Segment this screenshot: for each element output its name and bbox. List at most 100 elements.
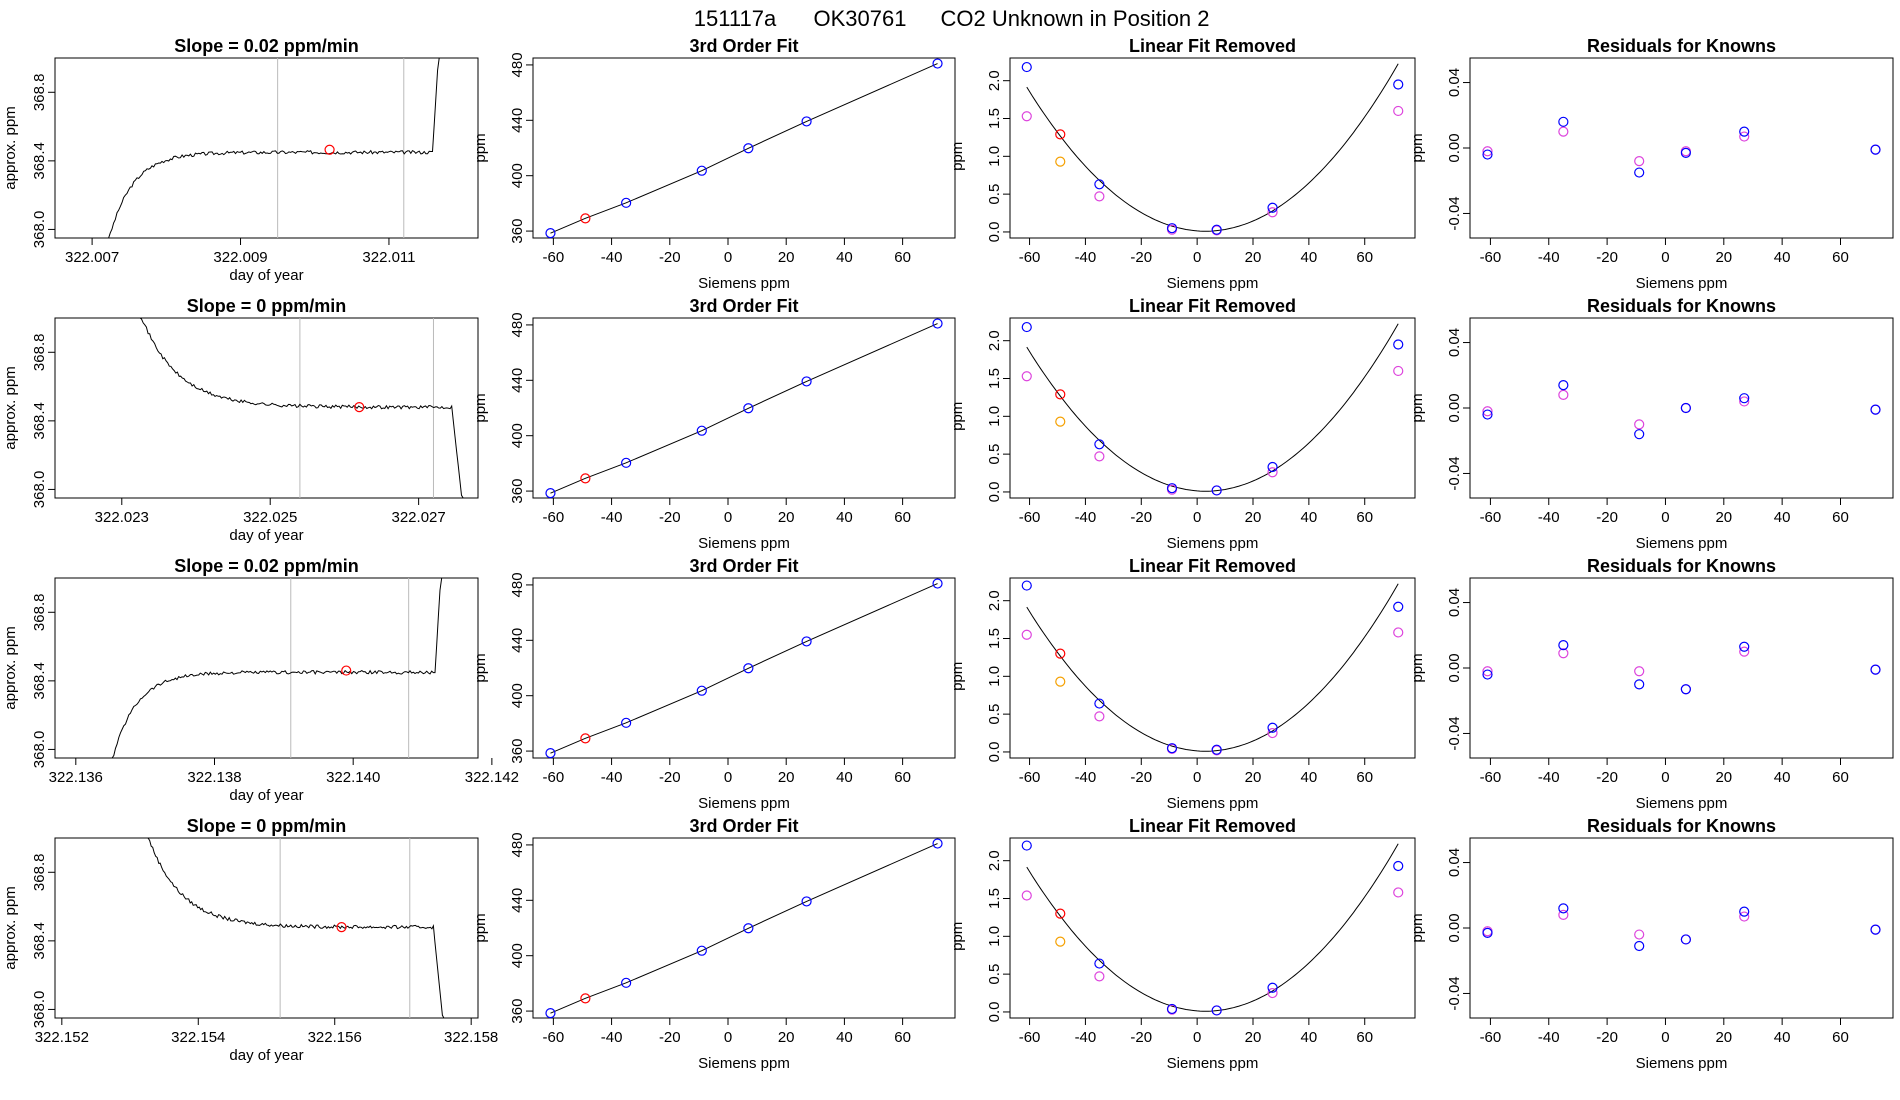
fit-r1-title: 3rd Order Fit (689, 36, 798, 56)
linear-r2-reference-point (1055, 416, 1066, 427)
linear-r3-known-point (1393, 601, 1404, 612)
resid-r1-known-point (1558, 116, 1569, 127)
trace-r4-series-line (143, 837, 445, 1019)
linear-r2-known-point (1166, 483, 1178, 494)
resid-r3-known-point (1558, 639, 1569, 651)
fit-r2-ytick-label: 440 (509, 368, 526, 393)
trace-r4-xtick-label: 322.156 (308, 1029, 362, 1046)
fit-r3-point (621, 717, 632, 728)
linear-r1-ytick-label: 0.5 (986, 184, 1003, 205)
fit-r3-xtick-label: -60 (543, 769, 565, 786)
resid-r3-ytick-label: 0.04 (1446, 588, 1463, 617)
resid-r1-known-point (1739, 126, 1750, 137)
resid-r1-ytick-label: 0.00 (1446, 133, 1463, 162)
resid-r3-alt-point (1739, 646, 1750, 657)
fit-r2-ytick-label: 360 (509, 479, 526, 504)
linear-r3-curve (1026, 583, 1399, 752)
linear-r3-ytick-label: 0.0 (986, 742, 1003, 763)
fit-r3-xtick-label: 20 (778, 769, 795, 786)
fit-r3-ytick-label: 400 (509, 683, 526, 708)
resid-r2-alt-point (1482, 406, 1493, 417)
resid-r3-frame (1469, 577, 1894, 759)
linear-r1-sample-point (1055, 129, 1066, 140)
linear-r2-alt-point (1021, 371, 1032, 382)
linear-r3-xtick-label: 60 (1356, 769, 1373, 786)
linear-r1-known-point (1166, 223, 1178, 234)
resid-r2-xtick-label: 60 (1832, 509, 1849, 526)
fit-r3-xtick-label: 40 (836, 769, 853, 786)
linear-r2-known-point (1094, 439, 1105, 450)
fit-r1-point (743, 143, 754, 154)
linear-r1-xtick-label: -40 (1075, 249, 1097, 266)
resid-r3-xlabel: Siemens ppm (1636, 795, 1728, 812)
linear-r3-xtick-label: 20 (1245, 769, 1262, 786)
fit-r4-point (580, 993, 591, 1004)
linear-r2-xtick-label: 40 (1301, 509, 1318, 526)
fit-r1-point (621, 197, 632, 208)
fit-r4-xtick-label: 0 (724, 1029, 732, 1046)
resid-r1-alt-point (1482, 146, 1493, 157)
linear-r3-known-point (1211, 744, 1222, 755)
trace-r4-ytick-label: 368.8 (31, 854, 48, 892)
resid-r1-ytick-label: -0.04 (1446, 196, 1463, 230)
resid-r3-xtick-label: -40 (1538, 769, 1560, 786)
fit-r2-xtick-label: -40 (601, 509, 623, 526)
resid-r1-known-point (1634, 167, 1645, 178)
linear-r1-ytick-label: 0.0 (986, 222, 1003, 243)
fit-r1-point (696, 165, 707, 176)
trace-r3-ylabel: approx. ppm (2, 626, 19, 709)
fit-r1-fit-line (550, 63, 938, 234)
linear-r4-alt-point (1094, 971, 1105, 982)
fit-r3-point (580, 733, 591, 744)
linear-r2-xtick-label: -60 (1019, 509, 1041, 526)
resid-r3-xtick-label: 20 (1715, 769, 1732, 786)
linear-r4-alt-point (1267, 987, 1278, 999)
linear-r1-known-point (1393, 79, 1404, 90)
fit-r3-ylabel: ppm (472, 653, 489, 682)
fit-r4-point (801, 896, 812, 907)
resid-r4-ytick-label: 0.04 (1446, 848, 1463, 877)
linear-r4-xtick-label: -20 (1130, 1029, 1152, 1046)
linear-r3-xtick-label: -40 (1075, 769, 1097, 786)
linear-r1-known-point (1211, 224, 1222, 235)
linear-r3-xtick-label: -60 (1019, 769, 1041, 786)
linear-r4-ytick-label: 0.0 (986, 1002, 1003, 1023)
trace-r4-frame (54, 837, 479, 1019)
fit-r2-xtick-label: 20 (778, 509, 795, 526)
linear-r2-ytick-label: 2.0 (986, 330, 1003, 351)
resid-r3-known-point (1739, 641, 1750, 652)
fit-r1-ytick-label: 400 (509, 163, 526, 188)
linear-r2-known-point (1393, 339, 1404, 350)
linear-r2-xtick-label: 60 (1356, 509, 1373, 526)
fit-r2-point (801, 376, 812, 387)
trace-r2-ylabel: approx. ppm (2, 366, 19, 449)
fit-r2-ylabel: ppm (472, 393, 489, 422)
fit-r3-xlabel: Siemens ppm (698, 795, 790, 812)
resid-r1-known-point (1482, 149, 1493, 160)
fit-r1-ytick-label: 360 (509, 219, 526, 244)
trace-r2-xtick-label: 322.025 (243, 509, 297, 526)
resid-r2-xtick-label: -60 (1480, 509, 1502, 526)
fit-r1-xtick-label: 20 (778, 249, 795, 266)
resid-r3-ytick-label: -0.04 (1446, 716, 1463, 750)
trace-r2-ytick-label: 368.4 (31, 402, 48, 440)
linear-r4-xtick-label: 0 (1193, 1029, 1201, 1046)
linear-r1-xlabel: Siemens ppm (1167, 275, 1259, 292)
resid-r1-alt-point (1739, 131, 1750, 142)
trace-r3-xtick-label: 322.142 (465, 769, 519, 786)
linear-r1-xtick-label: 0 (1193, 249, 1201, 266)
resid-r1-xtick-label: -20 (1596, 249, 1618, 266)
linear-r3-ylabel: ppm (949, 662, 966, 691)
trace-r4-ytick-label: 368.4 (31, 922, 48, 960)
fit-r4-xlabel: Siemens ppm (698, 1055, 790, 1072)
resid-r2-alt-point (1558, 389, 1569, 401)
linear-r1-frame (1009, 57, 1416, 239)
trace-r4-xtick-label: 322.154 (171, 1029, 225, 1046)
linear-r1-alt-point (1393, 105, 1404, 117)
resid-r4-alt-point (1558, 909, 1569, 921)
trace-r3-xtick-label: 322.136 (49, 769, 103, 786)
resid-r3-known-point (1634, 679, 1645, 690)
trace-r4-xtick-label: 322.152 (35, 1029, 89, 1046)
resid-r3-xtick-label: 40 (1774, 769, 1791, 786)
linear-r1-alt-point (1267, 207, 1278, 218)
